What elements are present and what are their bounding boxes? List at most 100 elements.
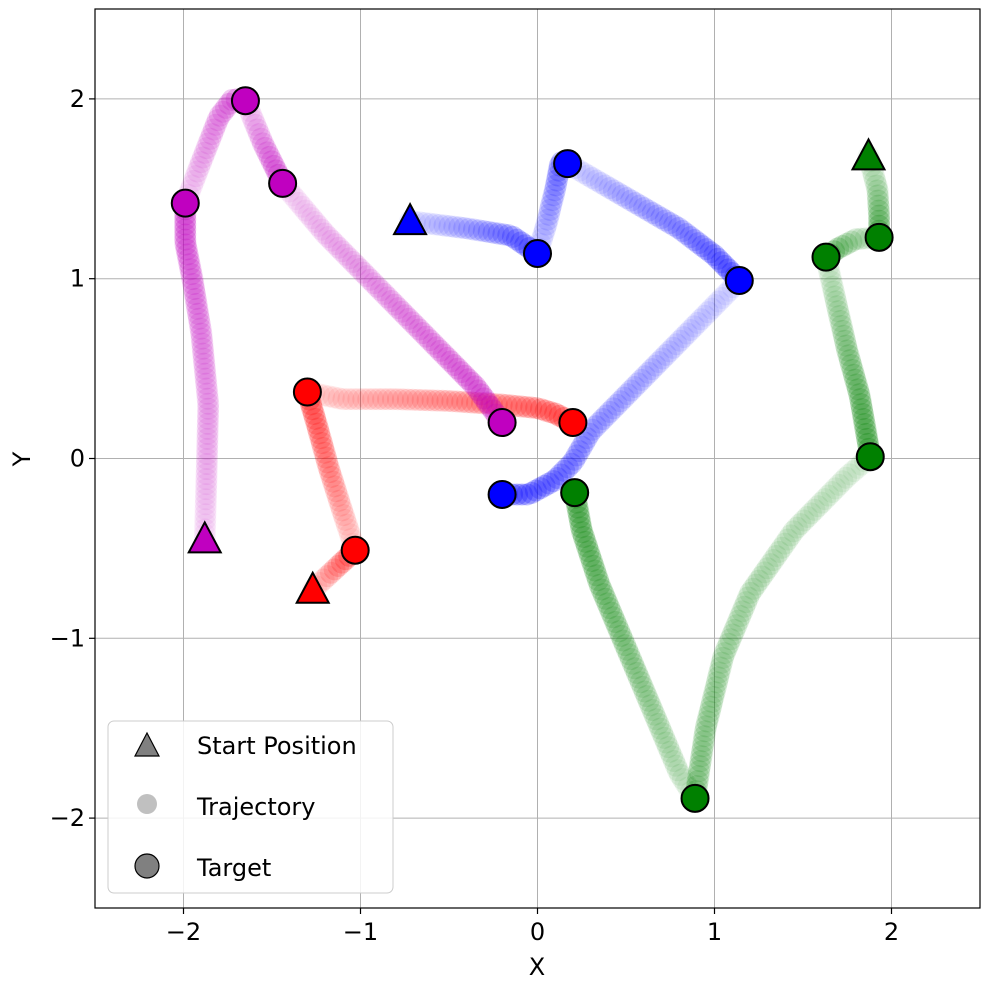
trajectory-dot bbox=[352, 261, 375, 284]
trajectory-dot bbox=[314, 446, 337, 469]
trajectory-dot bbox=[587, 569, 610, 592]
trajectory-dot bbox=[649, 717, 672, 740]
trajectory-dot bbox=[864, 169, 887, 192]
trajectory-dot bbox=[583, 559, 606, 582]
trajectory-dot bbox=[666, 759, 689, 782]
trajectory-dot bbox=[679, 226, 702, 249]
trajectory-dot bbox=[202, 118, 225, 141]
trajectory-dot bbox=[304, 210, 327, 233]
target-marker bbox=[864, 222, 894, 252]
trajectory-dot bbox=[537, 203, 560, 226]
trajectory-dot bbox=[411, 389, 434, 412]
target-marker bbox=[558, 408, 588, 438]
trajectory-dot bbox=[779, 524, 802, 547]
trajectory-dot bbox=[195, 478, 218, 501]
trajectory-dot bbox=[822, 280, 845, 303]
trajectory-dot bbox=[671, 219, 694, 242]
trajectory-dot bbox=[327, 554, 350, 577]
trajectory-dot bbox=[422, 332, 445, 355]
trajectory-dot bbox=[195, 453, 218, 476]
y-axis-label: Y bbox=[8, 451, 36, 467]
trajectory-dot bbox=[188, 155, 211, 178]
trajectory-dot bbox=[428, 213, 451, 236]
trajectory-dot bbox=[418, 329, 441, 352]
trajectory-dot bbox=[195, 463, 218, 486]
trajectory-dot bbox=[579, 545, 602, 568]
trajectory-dot bbox=[838, 349, 861, 372]
trajectory-dot bbox=[633, 365, 656, 388]
trajectory-dot bbox=[659, 740, 682, 763]
target-marker bbox=[523, 239, 552, 269]
trajectory-dot bbox=[250, 127, 273, 150]
trajectory-dot bbox=[654, 209, 677, 232]
trajectory-dot bbox=[463, 218, 486, 241]
trajectory-dot bbox=[570, 435, 593, 458]
trajectory-dot bbox=[457, 368, 480, 391]
trajectory-dot bbox=[181, 268, 204, 291]
trajectory-dot bbox=[195, 377, 218, 400]
trajectory-dot bbox=[627, 666, 650, 689]
trajectory-dot bbox=[867, 199, 890, 222]
trajectory-dot bbox=[492, 223, 515, 246]
trajectory-dot bbox=[446, 390, 469, 413]
trajectory-dot bbox=[541, 189, 564, 212]
trajectory-dot bbox=[529, 477, 552, 500]
trajectory-dot bbox=[208, 104, 231, 127]
trajectory-dot bbox=[792, 509, 815, 532]
trajectory-dot bbox=[453, 364, 476, 387]
trajectory-dot bbox=[699, 695, 722, 718]
trajectory-dot bbox=[186, 160, 209, 183]
trajectory-dot bbox=[629, 671, 652, 694]
trajectory-dot bbox=[713, 642, 736, 665]
trajectory-dot bbox=[377, 388, 400, 411]
trajectory-dot bbox=[785, 516, 808, 539]
trajectory-dot bbox=[855, 422, 878, 445]
trajectory-dot bbox=[640, 358, 663, 381]
trajectory-dot bbox=[334, 508, 357, 531]
trajectory-dot bbox=[796, 505, 819, 528]
trajectory-dot bbox=[189, 317, 212, 340]
trajectory-dot bbox=[174, 223, 197, 246]
trajectory-dot bbox=[865, 174, 888, 197]
trajectory-dot bbox=[836, 339, 859, 362]
trajectory-dot bbox=[719, 628, 742, 651]
trajectory-dot bbox=[744, 573, 767, 596]
trajectory-dot bbox=[345, 254, 368, 277]
trajectory-dot bbox=[621, 652, 644, 675]
trajectory-dot bbox=[436, 346, 459, 369]
trajectory-dot bbox=[300, 207, 323, 230]
trajectory-dot bbox=[195, 473, 218, 496]
start-marker bbox=[850, 137, 887, 171]
trajectory-dot bbox=[853, 413, 876, 436]
trajectory-dot bbox=[319, 461, 342, 484]
trajectory-dot bbox=[366, 275, 389, 298]
trajectory-dot bbox=[690, 308, 713, 331]
trajectory-dot bbox=[584, 415, 607, 438]
trajectory-dot bbox=[715, 637, 738, 660]
trajectory-dot bbox=[466, 391, 489, 414]
trajectory-dot bbox=[842, 363, 865, 386]
trajectory-dot bbox=[692, 730, 715, 753]
trajectory-dot bbox=[696, 710, 719, 733]
trajectory-dot bbox=[501, 225, 524, 248]
trajectory-dot bbox=[759, 553, 782, 576]
trajectory-dot bbox=[598, 177, 621, 200]
target-marker bbox=[170, 188, 200, 218]
trajectory-dot bbox=[390, 300, 413, 323]
x-tick-label: −1 bbox=[343, 918, 378, 946]
trajectory-dot bbox=[520, 481, 543, 504]
trajectory-dot bbox=[577, 164, 600, 187]
trajectory-dot bbox=[472, 220, 495, 243]
trajectory-dot bbox=[662, 750, 685, 773]
trajectory-dot bbox=[317, 456, 340, 479]
trajectory-dot bbox=[723, 618, 746, 641]
trajectory-dot bbox=[637, 199, 660, 222]
trajectory-dot bbox=[840, 354, 863, 377]
trajectory-dot bbox=[823, 285, 846, 308]
trajectory-dot bbox=[540, 193, 563, 216]
trajectory-dot bbox=[595, 404, 618, 427]
trajectory-dot bbox=[691, 235, 714, 258]
trajectory-dot bbox=[348, 258, 371, 281]
trajectory-dot bbox=[533, 218, 556, 241]
trajectory-dot bbox=[735, 591, 758, 614]
